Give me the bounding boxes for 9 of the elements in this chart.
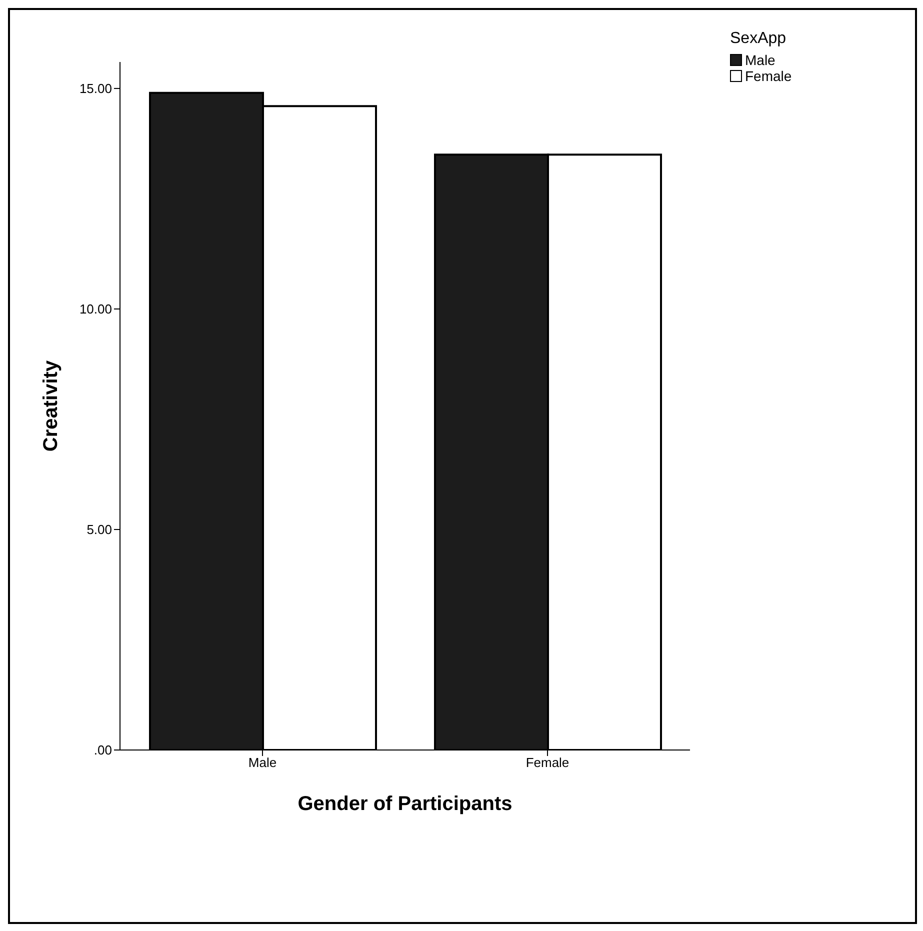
y-axis-title: Creativity	[40, 360, 62, 452]
y-tick-label: 15.00	[79, 81, 112, 96]
y-tick-label: 10.00	[79, 302, 112, 317]
y-tick-label: 5.00	[86, 522, 112, 538]
y-tick-label: .00	[94, 742, 112, 758]
legend-label: Male	[745, 52, 776, 68]
legend-title: SexApp	[730, 30, 788, 48]
legend-label: Female	[745, 68, 792, 84]
x-axis-title: Gender of Participants	[298, 793, 512, 815]
